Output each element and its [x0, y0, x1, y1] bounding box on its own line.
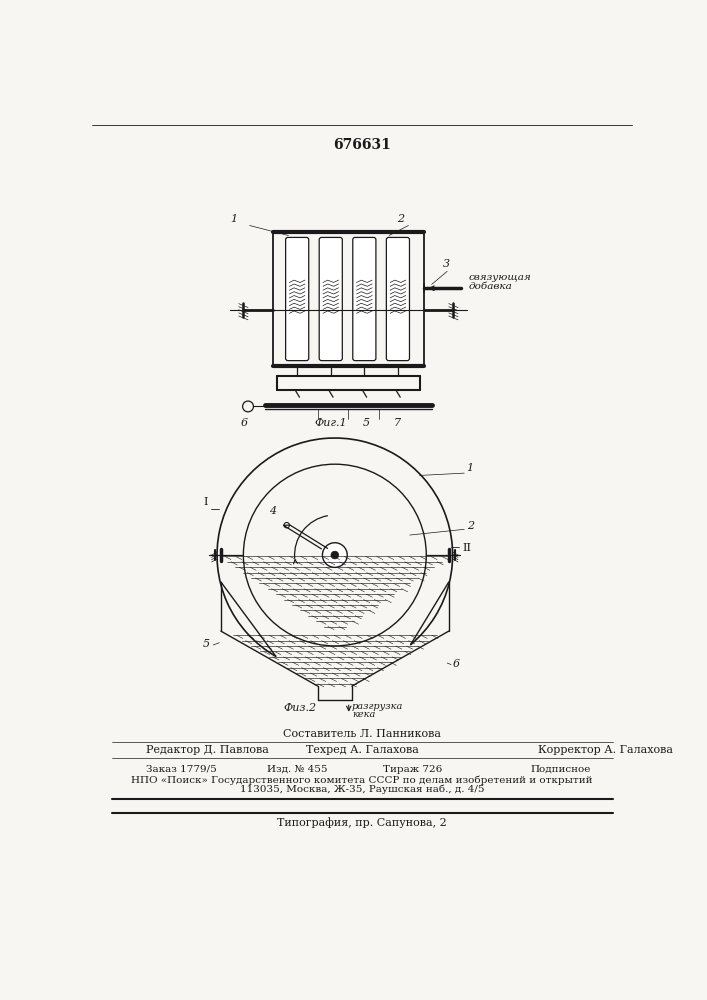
- Text: связующая: связующая: [469, 273, 532, 282]
- Bar: [273, 232, 424, 366]
- Text: 7: 7: [393, 418, 400, 428]
- Text: 2: 2: [467, 521, 474, 531]
- Text: 4: 4: [269, 506, 276, 516]
- Text: 1: 1: [467, 463, 474, 473]
- FancyBboxPatch shape: [319, 237, 342, 361]
- Text: 5: 5: [363, 418, 370, 428]
- Circle shape: [331, 551, 339, 559]
- Text: 3: 3: [443, 259, 450, 269]
- Text: 676631: 676631: [333, 138, 391, 152]
- Circle shape: [284, 523, 289, 528]
- FancyBboxPatch shape: [386, 237, 409, 361]
- Text: 5: 5: [203, 639, 210, 649]
- Text: Физ.2: Физ.2: [284, 703, 317, 713]
- Text: добавка: добавка: [469, 282, 513, 291]
- FancyBboxPatch shape: [353, 237, 376, 361]
- Text: Техред А. Галахова: Техред А. Галахова: [305, 745, 419, 755]
- Text: 1: 1: [230, 214, 238, 224]
- Text: Заказ 1779/5: Заказ 1779/5: [146, 765, 217, 774]
- Text: 2: 2: [397, 214, 404, 224]
- Text: Подписное: Подписное: [530, 765, 590, 774]
- Text: НПО «Поиск» Государственного комитета СССР по делам изобретений и открытий: НПО «Поиск» Государственного комитета СС…: [132, 775, 592, 785]
- Text: I: I: [203, 497, 208, 507]
- Text: Фиг.1: Фиг.1: [314, 418, 346, 428]
- Text: Составитель Л. Панникова: Составитель Л. Панникова: [283, 729, 441, 739]
- Text: Тираж 726: Тираж 726: [383, 765, 442, 774]
- Text: II: II: [462, 543, 471, 553]
- FancyBboxPatch shape: [286, 237, 309, 361]
- Text: Типография, пр. Сапунова, 2: Типография, пр. Сапунова, 2: [277, 817, 447, 828]
- Text: Редактор Д. Павлова: Редактор Д. Павлова: [146, 745, 269, 755]
- Circle shape: [322, 543, 347, 567]
- Text: разгрузка: разгрузка: [352, 702, 403, 711]
- Text: Изд. № 455: Изд. № 455: [267, 765, 327, 774]
- Text: Корректор А. Галахова: Корректор А. Галахова: [538, 745, 673, 755]
- Text: 113035, Москва, Ж-35, Раушская наб., д. 4/5: 113035, Москва, Ж-35, Раушская наб., д. …: [240, 784, 484, 794]
- Text: 6: 6: [240, 418, 247, 428]
- Text: кека: кека: [352, 710, 375, 719]
- Text: 6: 6: [452, 659, 460, 669]
